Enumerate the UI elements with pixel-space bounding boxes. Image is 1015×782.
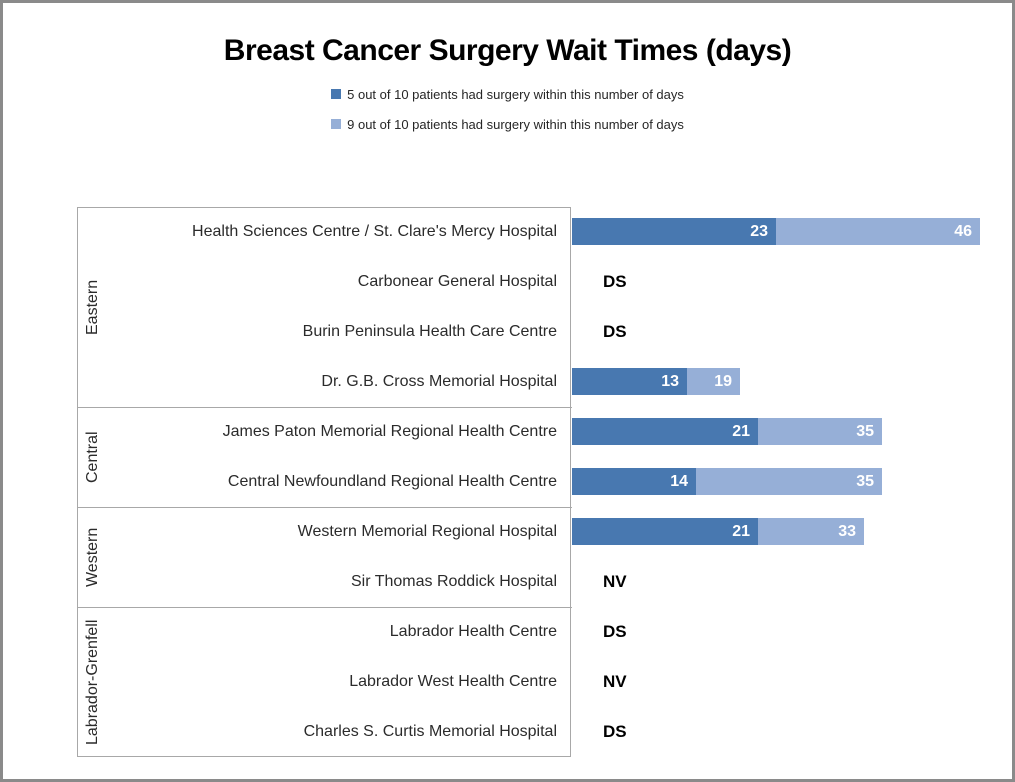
bar-segment-p90: 33 bbox=[758, 518, 864, 545]
hospital-axis-label: Labrador Health Centre bbox=[389, 623, 557, 640]
hospital-axis-label: Burin Peninsula Health Care Centre bbox=[302, 323, 557, 340]
category-axis-box bbox=[77, 207, 571, 757]
region-axis-label: Western bbox=[84, 527, 101, 587]
hospital-axis-label: Central Newfoundland Regional Health Cen… bbox=[227, 473, 557, 490]
hospital-axis-label: Health Sciences Centre / St. Clare's Mer… bbox=[192, 223, 557, 240]
legend-swatch-p90-icon bbox=[331, 119, 342, 129]
legend-swatch-median-icon bbox=[331, 89, 342, 99]
bar-segment-median: 14 bbox=[572, 468, 696, 495]
hospital-axis-label: Dr. G.B. Cross Memorial Hospital bbox=[321, 373, 557, 390]
hospital-axis-label: Sir Thomas Roddick Hospital bbox=[350, 573, 557, 590]
legend-label: 9 out of 10 patients had surgery within … bbox=[347, 116, 684, 132]
hospital-axis-label: James Paton Memorial Regional Health Cen… bbox=[222, 423, 557, 440]
bar-row: 13 19 bbox=[572, 368, 740, 395]
data-note-code: NV bbox=[603, 572, 627, 591]
bar-row: 14 35 bbox=[572, 468, 882, 495]
hospital-axis-label: Carbonear General Hospital bbox=[357, 273, 557, 290]
data-note-code: DS bbox=[603, 622, 627, 641]
bar-row: 21 35 bbox=[572, 418, 882, 445]
region-separator-line bbox=[77, 607, 572, 608]
region-axis-label: Eastern bbox=[84, 279, 101, 335]
bar-segment-p90: 19 bbox=[687, 368, 740, 395]
bar-segment-median: 21 bbox=[572, 418, 758, 445]
hospital-axis-label: Labrador West Health Centre bbox=[349, 673, 557, 690]
region-axis-label: Labrador-Grenfell bbox=[84, 619, 101, 745]
legend-label: 5 out of 10 patients had surgery within … bbox=[347, 86, 684, 102]
bar-segment-median: 13 bbox=[572, 368, 687, 395]
hospital-axis-label: Western Memorial Regional Hospital bbox=[297, 523, 557, 540]
bar-segment-p90: 46 bbox=[776, 218, 980, 245]
data-note-code: NV bbox=[603, 672, 627, 691]
legend-item: 9 out of 10 patients had surgery within … bbox=[3, 116, 1012, 132]
bar-segment-p90: 35 bbox=[696, 468, 882, 495]
hospital-axis-label: Charles S. Curtis Memorial Hospital bbox=[303, 723, 557, 740]
bar-segment-p90: 35 bbox=[758, 418, 882, 445]
legend-item: 5 out of 10 patients had surgery within … bbox=[3, 86, 1012, 102]
bar-row: 21 33 bbox=[572, 518, 864, 545]
region-axis-label: Central bbox=[84, 431, 101, 483]
data-note-code: DS bbox=[603, 272, 627, 291]
bar-segment-median: 21 bbox=[572, 518, 758, 545]
bar-segment-median: 23 bbox=[572, 218, 776, 245]
data-note-code: DS bbox=[603, 322, 627, 341]
region-separator-line bbox=[77, 407, 572, 408]
chart-title: Breast Cancer Surgery Wait Times (days) bbox=[223, 34, 792, 67]
bar-row: 23 46 bbox=[572, 218, 980, 245]
data-note-code: DS bbox=[603, 722, 627, 741]
region-separator-line bbox=[77, 507, 572, 508]
